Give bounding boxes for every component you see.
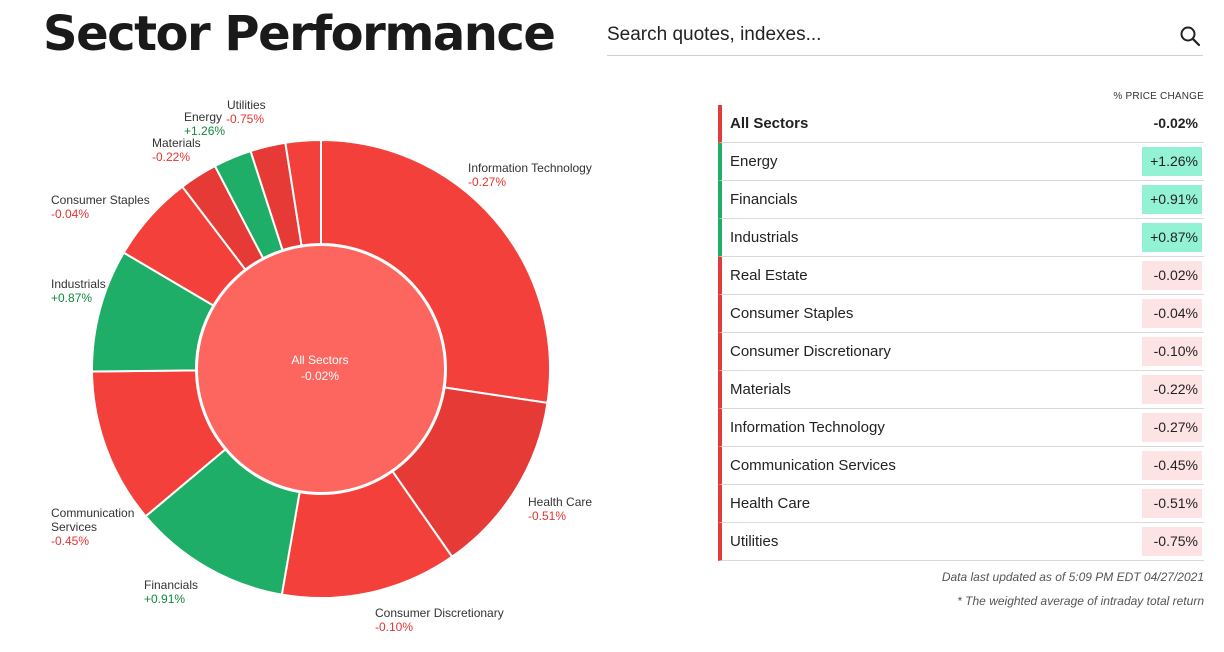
sector-name: Consumer Staples — [730, 305, 854, 322]
sector-change: +0.91% — [1142, 185, 1202, 214]
donut-svg — [91, 138, 551, 599]
label-value: -0.22% — [152, 150, 191, 164]
label-value: -0.75% — [226, 112, 265, 126]
sector-table: % PRICE CHANGE All Sectors -0.02% Energy +1… — [718, 90, 1204, 561]
label-financials: Financials +0.91% — [144, 578, 198, 606]
sector-row-health-care[interactable]: Health Care -0.51% — [718, 485, 1204, 523]
sector-row-real-estate[interactable]: Real Estate -0.02% — [718, 257, 1204, 295]
label-name: Consumer Staples — [51, 193, 150, 207]
footnote: * The weighted average of intraday total… — [957, 594, 1204, 608]
sector-row-consumer-staples[interactable]: Consumer Staples -0.04% — [718, 295, 1204, 333]
label-communication-services: Communication Services -0.45% — [51, 506, 134, 548]
sector-row-industrials[interactable]: Industrials +0.87% — [718, 219, 1204, 257]
label-name: Industrials — [51, 277, 106, 291]
last-updated: Data last updated as of 5:09 PM EDT 04/2… — [941, 570, 1204, 584]
sector-name: Materials — [730, 381, 791, 398]
label-value: +0.91% — [144, 592, 186, 606]
sector-donut-chart: All Sectors -0.02% Information Technolog… — [0, 80, 640, 652]
label-consumer-staples: Consumer Staples -0.04% — [51, 193, 150, 221]
sector-row-communication-services[interactable]: Communication Services -0.45% — [718, 447, 1204, 485]
center-label: All Sectors -0.02% — [220, 352, 420, 384]
sector-change: -0.51% — [1142, 489, 1202, 518]
sector-row-consumer-discretionary[interactable]: Consumer Discretionary -0.10% — [718, 333, 1204, 371]
sector-change: -0.04% — [1142, 299, 1202, 328]
sector-change: -0.10% — [1142, 337, 1202, 366]
label-name-line2: Services — [51, 520, 98, 534]
label-value: -0.51% — [528, 509, 567, 523]
sector-change: -0.02% — [1153, 115, 1198, 131]
sector-change: +0.87% — [1142, 223, 1202, 252]
center-label-name: All Sectors — [291, 353, 349, 367]
label-value: -0.04% — [51, 207, 90, 221]
sector-rows: All Sectors -0.02% Energy +1.26% Financials +… — [718, 105, 1204, 561]
sector-name: Industrials — [730, 229, 799, 246]
sector-change: -0.45% — [1142, 451, 1202, 480]
sector-change: -0.27% — [1142, 413, 1202, 442]
label-name: Information Technology — [468, 161, 592, 175]
center-all-sectors[interactable] — [196, 244, 446, 494]
sector-change: -0.22% — [1142, 375, 1202, 404]
label-utilities: Utilities -0.75% — [226, 98, 266, 126]
label-value: +1.26% — [184, 124, 226, 138]
label-consumer-discretionary: Consumer Discretionary -0.10% — [375, 606, 504, 634]
page-title: Sector Performance — [43, 6, 556, 62]
label-name: Consumer Discretionary — [375, 606, 504, 620]
sector-name: Financials — [730, 191, 798, 208]
label-value: -0.27% — [468, 175, 507, 189]
sector-name: Information Technology — [730, 419, 885, 436]
sector-row-materials[interactable]: Materials -0.22% — [718, 371, 1204, 409]
label-name: Materials — [152, 136, 201, 150]
sector-name: Consumer Discretionary — [730, 343, 891, 360]
sector-change: +1.26% — [1142, 147, 1202, 176]
sector-change: -0.02% — [1142, 261, 1202, 290]
sector-row-energy[interactable]: Energy +1.26% — [718, 143, 1204, 181]
label-name: Health Care — [528, 495, 593, 509]
sector-row-financials[interactable]: Financials +0.91% — [718, 181, 1204, 219]
label-name-line1: Communication — [51, 506, 135, 520]
label-materials: Materials -0.22% — [152, 136, 201, 164]
sector-row-utilities[interactable]: Utilities -0.75% — [718, 523, 1204, 561]
search-bar — [607, 14, 1203, 56]
label-information-technology: Information Technology -0.27% — [468, 161, 592, 189]
sector-name: Utilities — [730, 533, 779, 550]
sector-name: Energy — [730, 153, 778, 170]
center-label-value: -0.02% — [300, 369, 340, 383]
label-name: Energy — [184, 110, 223, 124]
sector-name: All Sectors — [730, 115, 809, 132]
column-header: % PRICE CHANGE — [1113, 91, 1204, 102]
sector-row-all-sectors[interactable]: All Sectors -0.02% — [718, 105, 1204, 143]
sector-row-information-technology[interactable]: Information Technology -0.27% — [718, 409, 1204, 447]
label-value: -0.10% — [375, 620, 414, 634]
sector-name: Health Care — [730, 495, 811, 512]
label-industrials: Industrials +0.87% — [51, 277, 106, 305]
search-icon[interactable] — [1179, 25, 1201, 47]
sector-change: -0.75% — [1142, 527, 1202, 556]
label-value: +0.87% — [51, 291, 93, 305]
label-name: Utilities — [227, 98, 266, 112]
label-energy: Energy +1.26% — [184, 110, 225, 138]
sector-name: Real Estate — [730, 267, 808, 284]
sector-name: Communication Services — [730, 457, 896, 474]
search-input[interactable] — [607, 22, 1167, 48]
label-name: Financials — [144, 578, 199, 592]
label-health-care: Health Care -0.51% — [528, 495, 592, 523]
label-value: -0.45% — [51, 534, 90, 548]
